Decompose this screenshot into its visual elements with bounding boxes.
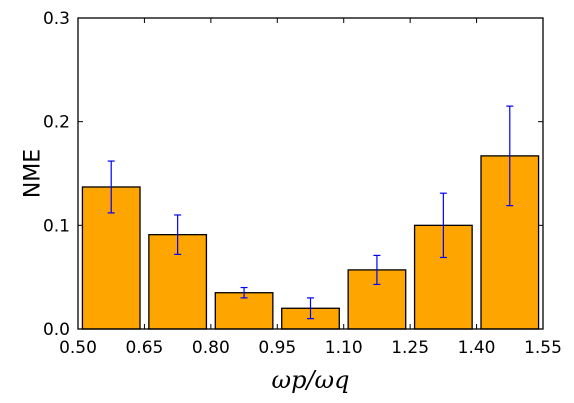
x-tick-label: 1.10 [325,338,363,358]
x-tick-labels: 0.50 0.65 0.80 0.95 1.10 1.25 1.40 1.55 [59,338,562,358]
error-bars-group [107,105,514,320]
x-axis-title: ωp/ωq [272,366,350,394]
y-axis-title: NME [21,149,46,198]
y-tick-label: 0.2 [43,113,70,133]
x-tick-label: 0.50 [59,338,97,358]
plot-frame [77,17,544,330]
y-tick-labels: 0.0 0.1 0.2 0.3 [43,9,70,340]
x-tick-label: 1.25 [391,338,429,358]
x-tick-label: 0.65 [125,338,163,358]
y-tick-label: 0.1 [43,216,70,236]
ticks-group [77,17,544,330]
y-tick-label: 0.0 [43,320,70,340]
x-tick-label: 0.80 [192,338,230,358]
x-tick-label: 0.95 [258,338,296,358]
x-tick-label: 1.55 [524,338,562,358]
y-tick-label: 0.3 [43,9,70,29]
x-tick-label: 1.40 [458,338,496,358]
